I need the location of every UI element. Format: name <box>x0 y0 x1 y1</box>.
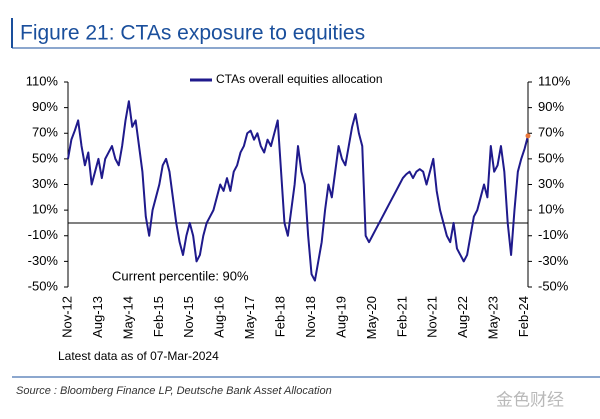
source: Source : Bloomberg Finance LP, Deutsche … <box>16 385 332 397</box>
x-tick-label: May-20 <box>364 296 379 339</box>
y2-tick-label: 10% <box>538 202 564 217</box>
note: Latest data as of 07-Mar-2024 <box>58 349 219 363</box>
y-tick-label: 70% <box>32 125 58 140</box>
y2-tick-label: 50% <box>538 150 564 165</box>
x-tick-label: Aug-16 <box>212 296 227 338</box>
x-tick-label: Feb-21 <box>394 296 409 337</box>
last-point <box>525 133 531 139</box>
watermark: 金色财经 <box>496 390 564 409</box>
x-tick-label: Nov-18 <box>303 296 318 338</box>
series-line <box>67 100 529 282</box>
annotation: Current percentile: 90% <box>112 268 249 283</box>
x-tick-label: May-23 <box>486 296 501 339</box>
y2-tick-label: 70% <box>538 125 564 140</box>
x-tick-label: Aug-22 <box>455 296 470 338</box>
chart-title: Figure 21: CTAs exposure to equities <box>20 22 365 45</box>
y-tick-label: 50% <box>32 150 58 165</box>
y-tick-label: 110% <box>26 73 59 88</box>
legend-label: CTAs overall equities allocation <box>216 72 383 86</box>
y2-tick-label: 30% <box>538 176 564 191</box>
y2-tick-label: 110% <box>538 73 571 88</box>
x-tick-label: Aug-19 <box>333 296 348 338</box>
y-tick-label: -10% <box>28 227 59 242</box>
x-tick-label: Aug-13 <box>90 296 105 338</box>
x-tick-label: May-17 <box>242 296 257 339</box>
y-tick-label: -50% <box>28 278 59 293</box>
x-tick-label: Nov-21 <box>425 296 440 338</box>
x-tick-label: Feb-24 <box>516 296 531 337</box>
y-tick-label: 10% <box>32 202 58 217</box>
x-tick-label: Nov-12 <box>59 296 74 338</box>
y2-tick-label: -30% <box>538 253 569 268</box>
x-tick-label: Nov-15 <box>181 296 196 338</box>
x-tick-label: May-14 <box>120 296 135 339</box>
y2-tick-label: -50% <box>538 278 569 293</box>
x-tick-label: Feb-15 <box>151 296 166 337</box>
y2-tick-label: 90% <box>538 99 564 114</box>
y2-tick-label: -10% <box>538 227 569 242</box>
y-tick-label: -30% <box>28 253 59 268</box>
x-tick-label: Feb-18 <box>273 296 288 337</box>
y-tick-label: 90% <box>32 99 58 114</box>
y-tick-label: 30% <box>32 176 58 191</box>
